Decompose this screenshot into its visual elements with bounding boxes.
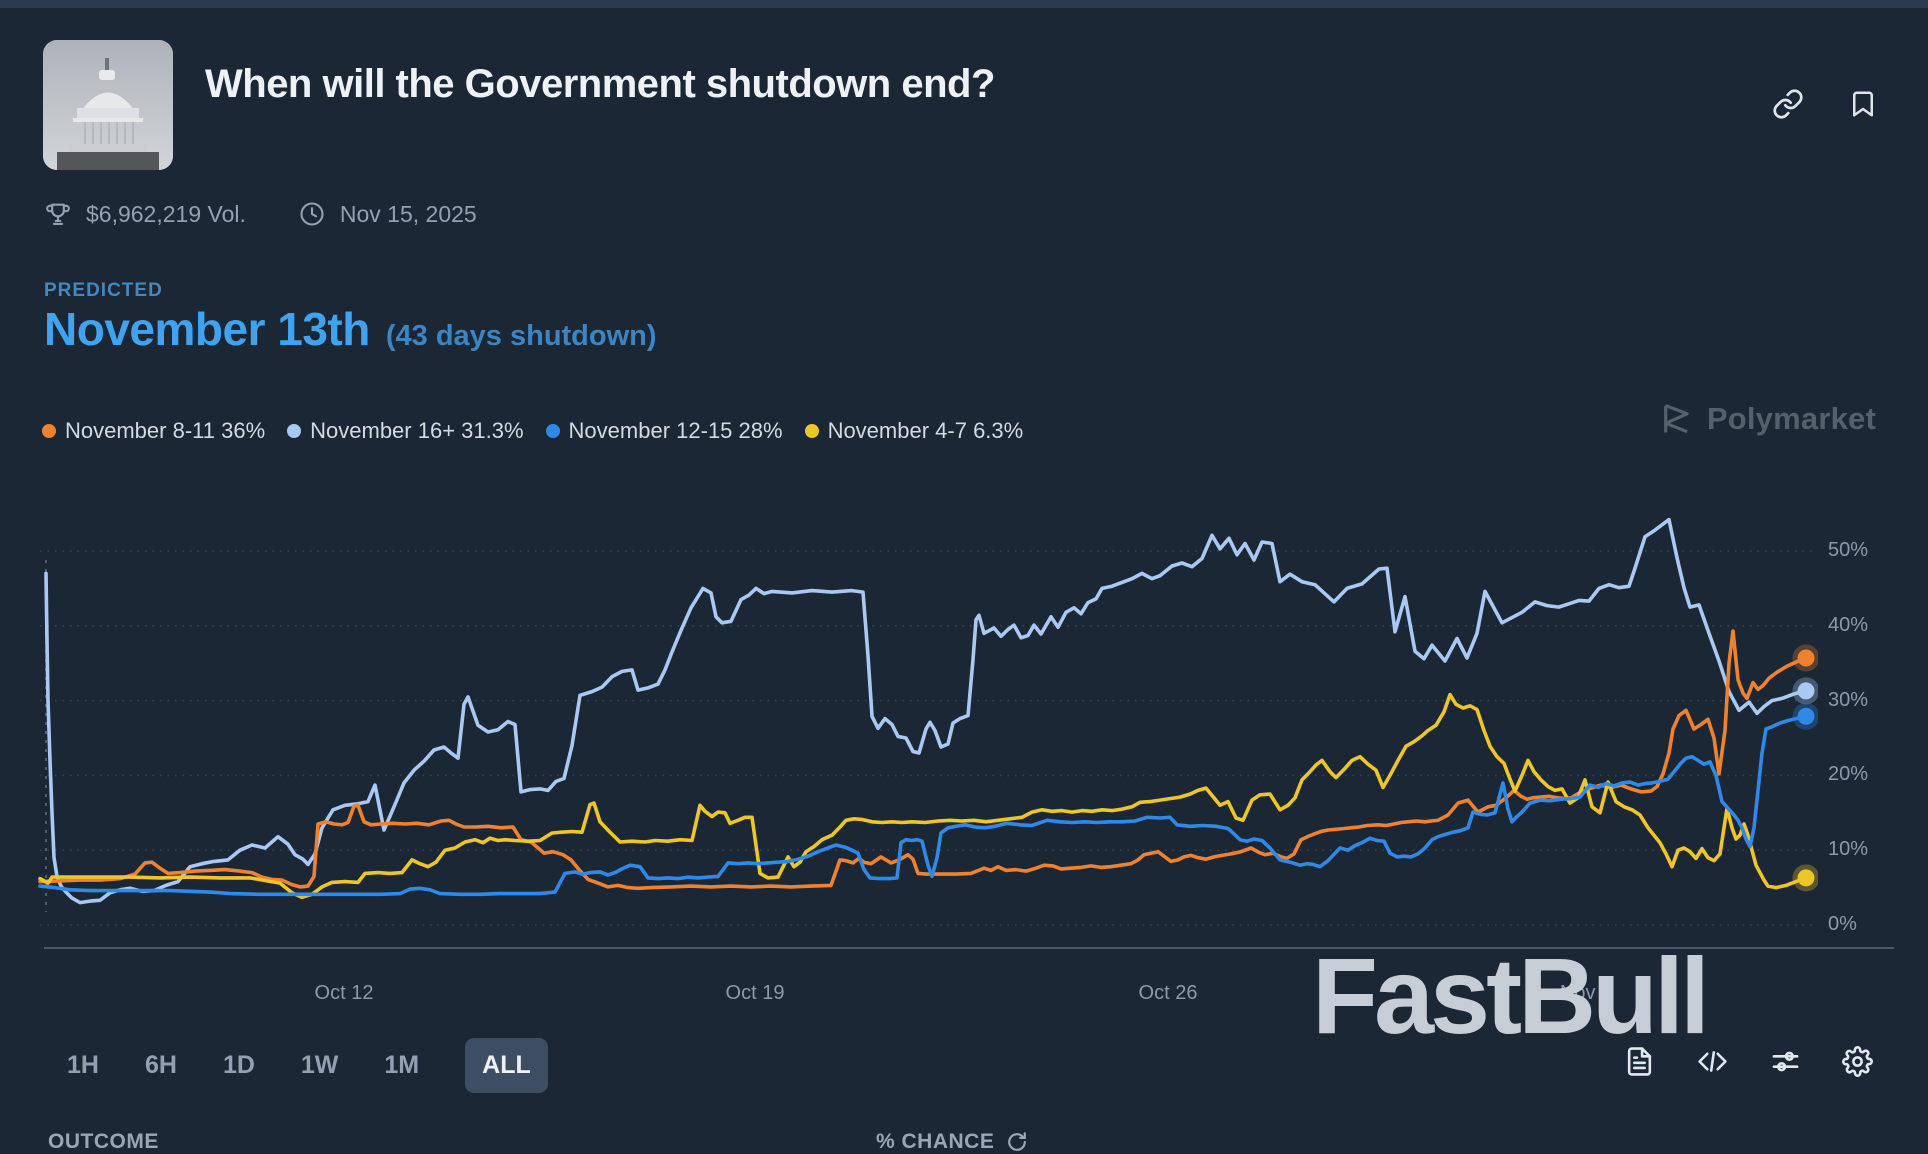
chart-endpoint-markers	[1792, 644, 1818, 892]
legend-label: November 4-7 6.3%	[827, 418, 1024, 443]
predicted-label: PREDICTED	[44, 280, 163, 301]
y-tick-label-20: 20%	[1828, 763, 1869, 786]
polymarket-watermark: Polymarket	[1657, 400, 1876, 438]
chart-series-lines	[38, 517, 1808, 905]
endpoint-dot	[1797, 869, 1815, 887]
trophy-icon	[44, 200, 72, 228]
legend-dot-icon	[42, 424, 56, 438]
chance-column-header: % CHANCE	[876, 1130, 1028, 1154]
time-range-button-1d[interactable]: 1D	[222, 1051, 255, 1079]
fastbull-watermark: FastBull	[1312, 935, 1710, 1056]
series-line-november-16-	[44, 517, 1808, 905]
clock-icon	[298, 200, 326, 228]
series-line-november-12-15	[38, 714, 1808, 897]
y-tick-label-40: 40%	[1828, 613, 1869, 636]
x-tick-label-oct-12: Oct 12	[314, 982, 374, 1004]
legend-dot-icon	[804, 424, 819, 438]
y-tick-label-30: 30%	[1828, 688, 1869, 711]
x-axis-line	[44, 947, 1894, 949]
polymarket-logo-icon	[1657, 400, 1695, 438]
chart-legend: November 8-11 36% November 16+ 31.3% Novem…	[42, 418, 1023, 444]
time-range-button-6h[interactable]: 6H	[144, 1051, 177, 1079]
time-range-button-1w[interactable]: 1W	[300, 1051, 339, 1079]
legend-label: November 16+ 31.3%	[310, 418, 524, 443]
page-title: When will the Government shutdown end?	[205, 62, 995, 106]
predicted-date: November 13th	[44, 303, 370, 355]
time-range-button-1m[interactable]: 1M	[384, 1051, 420, 1079]
end-date-text: Nov 15, 2025	[339, 200, 477, 227]
x-tick-label-oct-26: Oct 26	[1138, 982, 1198, 1004]
y-tick-label-10: 10%	[1828, 838, 1869, 861]
news-file-icon[interactable]	[1624, 1046, 1655, 1077]
legend-label: November 12-15 28%	[568, 418, 783, 443]
time-range-selector: 1H 6H 1D 1W 1M ALL	[67, 1036, 548, 1095]
endpoint-dot	[1797, 707, 1815, 725]
y-tick-label-0: 0%	[1828, 913, 1857, 935]
polymarket-logo-text: Polymarket	[1706, 401, 1876, 436]
chance-header-text: % CHANCE	[876, 1130, 995, 1153]
series-line-november-4-7	[38, 692, 1808, 900]
y-tick-label-50: 50%	[1828, 539, 1869, 561]
legend-label: November 8-11 36%	[65, 418, 266, 443]
time-range-button-1h[interactable]: 1H	[67, 1051, 99, 1079]
outcome-column-header: OUTCOME	[48, 1130, 159, 1153]
price-chart[interactable]	[36, 420, 1818, 965]
x-tick-label-nov-2: Nov 2	[1559, 982, 1613, 1004]
time-range-button-all[interactable]: ALL	[465, 1038, 548, 1093]
capitol-image	[43, 40, 173, 170]
embed-code-icon[interactable]	[1696, 1046, 1729, 1077]
legend-item-3[interactable]: November 4-7 6.3%	[804, 418, 1024, 444]
refresh-icon[interactable]	[1006, 1131, 1028, 1153]
chart-settings-sliders-icon[interactable]	[1770, 1046, 1801, 1077]
copy-link-icon[interactable]	[1772, 88, 1804, 120]
x-tick-label-oct-19: Oct 19	[725, 982, 785, 1004]
legend-item-0[interactable]: November 8-11 36%	[42, 418, 265, 444]
bookmark-icon[interactable]	[1848, 88, 1878, 120]
predicted-note: (43 days shutdown)	[385, 320, 657, 352]
endpoint-dot	[1797, 682, 1815, 700]
legend-item-1[interactable]: November 16+ 31.3%	[287, 418, 524, 444]
gear-icon[interactable]	[1842, 1046, 1873, 1077]
volume-text: $6,962,219 Vol.	[86, 200, 246, 227]
endpoint-dot	[1797, 649, 1815, 667]
legend-dot-icon	[545, 424, 560, 438]
market-thumbnail	[43, 40, 173, 170]
legend-dot-icon	[287, 424, 302, 438]
legend-item-2[interactable]: November 12-15 28%	[545, 418, 783, 444]
top-strip	[0, 0, 1928, 8]
